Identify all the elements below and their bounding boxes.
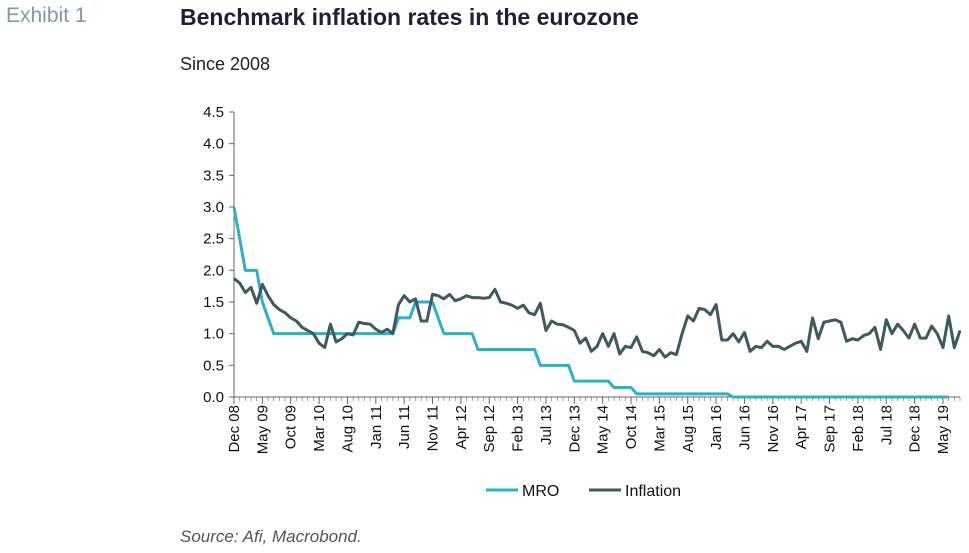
x-tick-label: Nov 11 <box>425 405 442 451</box>
x-tick-label: Aug 10 <box>339 405 356 453</box>
x-tick-label: Sep 12 <box>481 405 498 453</box>
legend: MRO Inflation <box>486 483 681 500</box>
x-tick-label: May 19 <box>935 405 952 454</box>
x-tick-label: Mar 15 <box>651 405 668 452</box>
series-layer <box>232 206 962 399</box>
x-tick-label: Apr 17 <box>793 405 810 449</box>
x-tick-label: Apr 12 <box>453 405 470 449</box>
y-tick-label: 1.0 <box>203 326 224 343</box>
chart-title: Benchmark inflation rates in the eurozon… <box>180 4 639 30</box>
y-axis: 0.0 0.5 1.0 1.5 2.0 2.5 3.0 3.5 4.0 4.5 <box>203 104 235 406</box>
x-tick-label: Feb 13 <box>510 405 527 452</box>
x-tick-label: Jul 13 <box>538 405 555 445</box>
mro-series-line <box>232 206 949 399</box>
y-tick-label: 0.5 <box>203 357 224 374</box>
x-tick-label: Feb 18 <box>850 405 867 452</box>
x-tick-label: Jul 18 <box>878 405 895 445</box>
x-tick-label: May 09 <box>254 405 271 454</box>
y-tick-label: 4.0 <box>203 136 224 153</box>
x-tick-label: Dec 08 <box>226 405 243 453</box>
x-tick-label: Nov 16 <box>765 405 782 453</box>
x-tick-label: Sep 17 <box>822 405 839 453</box>
x-axis: Dec 08 May 09 Oct 09 Mar 10 Aug 10 Jan 11 Jun … <box>226 396 961 454</box>
y-tick-label: 1.5 <box>203 294 224 311</box>
x-tick-label: Dec 13 <box>566 405 583 453</box>
x-tick-label: Oct 09 <box>283 405 300 449</box>
legend-mro-label: MRO <box>522 483 559 500</box>
y-tick-label: 4.5 <box>203 104 224 121</box>
exhibit-label: Exhibit 1 <box>6 4 87 27</box>
x-tick-label: Mar 10 <box>311 405 328 452</box>
y-tick-label: 2.0 <box>203 262 224 279</box>
x-tick-label: Jan 16 <box>708 405 725 450</box>
source-note: Source: Afi, Macrobond. <box>180 527 362 546</box>
y-tick-label: 2.5 <box>203 231 224 248</box>
y-tick-label: 3.0 <box>203 199 224 216</box>
legend-inflation-label: Inflation <box>625 483 681 500</box>
chart-subtitle: Since 2008 <box>180 54 271 74</box>
x-tick-label: Dec 18 <box>907 405 924 453</box>
x-tick-label: Jun 16 <box>736 405 753 450</box>
x-tick-label: May 14 <box>595 405 612 454</box>
x-tick-label: Oct 14 <box>623 405 640 449</box>
y-tick-label: 0.0 <box>203 389 224 406</box>
inflation-series-line <box>233 277 962 359</box>
x-tick-label: Aug 15 <box>680 405 697 453</box>
y-tick-label: 3.5 <box>203 167 224 184</box>
x-tick-label: Jan 11 <box>368 405 385 449</box>
x-tick-label: Jun 11 <box>396 405 413 449</box>
